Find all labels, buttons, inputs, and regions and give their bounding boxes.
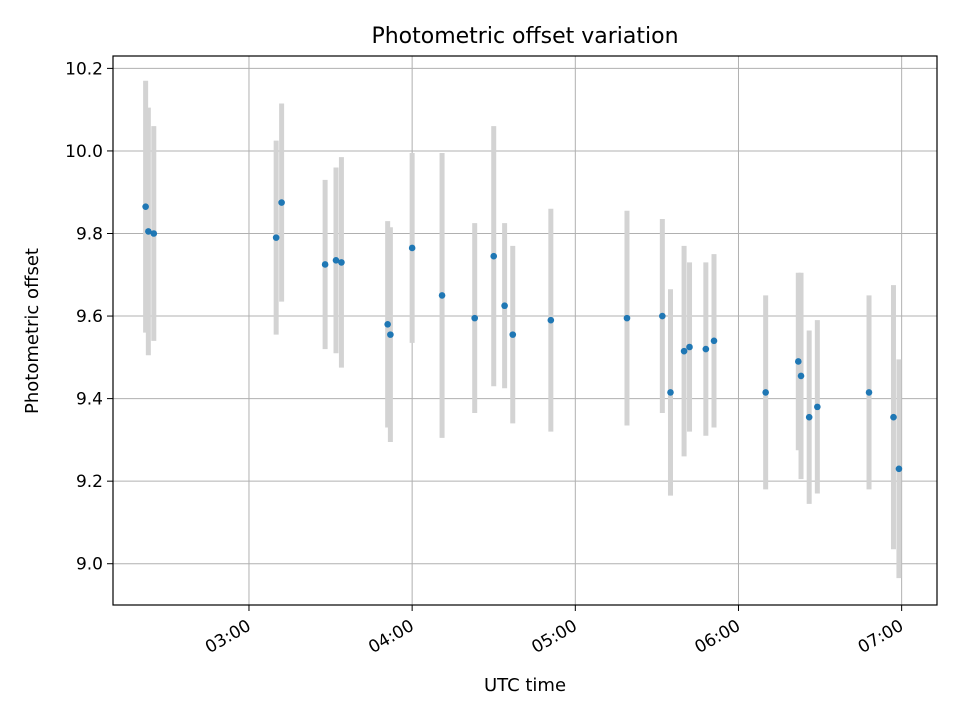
grid xyxy=(113,56,937,605)
y-tick-label: 10.2 xyxy=(65,59,103,79)
data-point xyxy=(710,337,718,345)
y-axis-label: Photometric offset xyxy=(22,248,43,414)
data-point xyxy=(501,302,508,310)
y-tick-label: 9.0 xyxy=(76,555,103,575)
data-point xyxy=(278,199,285,206)
data-point xyxy=(145,228,152,235)
data-point xyxy=(762,389,769,396)
data-point xyxy=(384,321,391,328)
data-point xyxy=(509,331,517,338)
data-point xyxy=(686,343,693,351)
plot-area xyxy=(113,56,937,605)
y-tick-label: 9.8 xyxy=(76,224,103,244)
data-point xyxy=(408,244,416,252)
data-point xyxy=(702,345,710,353)
data-point xyxy=(805,413,813,421)
y-tick-label: 9.4 xyxy=(76,390,103,410)
data-point xyxy=(659,312,666,320)
plot-frame xyxy=(112,55,938,606)
data-point xyxy=(150,230,158,237)
data-point xyxy=(321,261,329,268)
y-tick-label: 10.0 xyxy=(65,142,103,162)
data-point xyxy=(332,257,340,264)
x-axis-ticks: 03:00 04:00 05:00 06:00 07:00 xyxy=(202,605,907,658)
x-tick-label: 03:00 xyxy=(202,616,254,658)
data-point xyxy=(814,403,821,411)
x-tick-label: 05:00 xyxy=(528,616,580,658)
data-point xyxy=(471,314,478,322)
data-point xyxy=(547,316,555,324)
y-axis-ticks: 9.0 9.2 9.4 9.6 9.8 10.0 10.2 xyxy=(65,59,113,575)
data-point xyxy=(338,259,345,266)
y-tick-label: 9.6 xyxy=(76,307,103,327)
data-point xyxy=(667,389,674,396)
data-point xyxy=(438,292,446,299)
data-point xyxy=(797,372,805,380)
chart-title: Photometric offset variation xyxy=(371,24,678,49)
data-point xyxy=(490,252,498,260)
data-points xyxy=(142,199,903,473)
x-axis-label: UTC time xyxy=(484,675,566,696)
data-point xyxy=(895,465,903,473)
x-tick-label: 04:00 xyxy=(365,616,417,658)
x-tick-label: 06:00 xyxy=(692,616,744,658)
data-point xyxy=(865,389,873,396)
data-point xyxy=(623,314,631,322)
y-tick-label: 9.2 xyxy=(76,472,103,492)
data-point xyxy=(272,234,280,241)
data-point xyxy=(890,413,897,421)
x-tick-label: 07:00 xyxy=(855,616,907,658)
data-point xyxy=(142,203,149,210)
data-point xyxy=(387,331,394,338)
data-point xyxy=(680,347,688,355)
data-point xyxy=(795,358,802,365)
